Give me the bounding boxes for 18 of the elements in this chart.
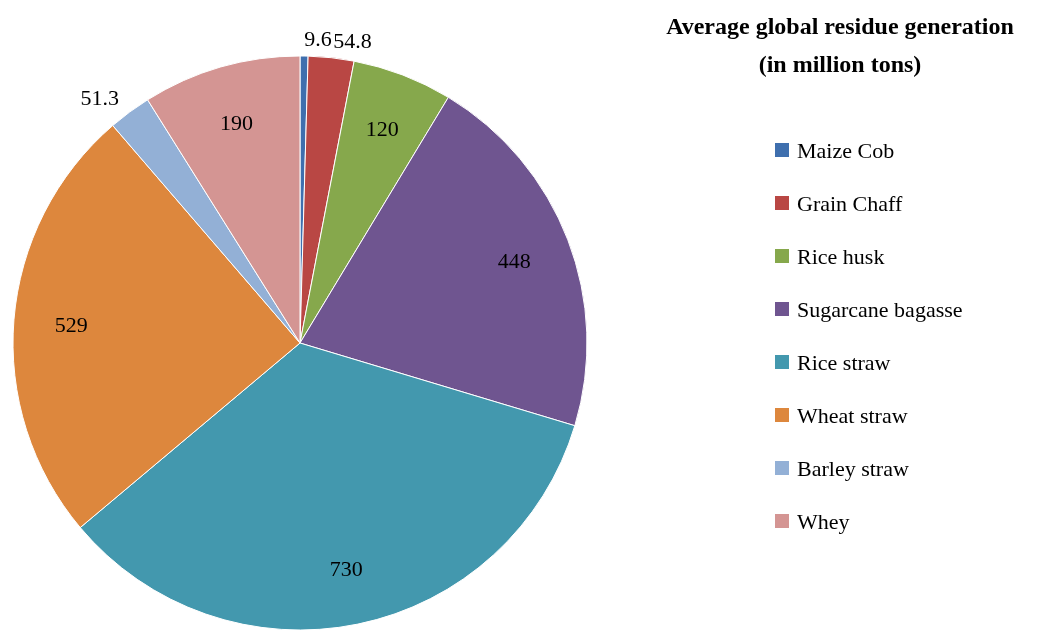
legend-label: Wheat straw bbox=[797, 402, 908, 428]
data-label: 54.8 bbox=[333, 27, 372, 53]
chart-title: Average global residue generation bbox=[666, 13, 1014, 39]
data-label: 529 bbox=[54, 312, 88, 338]
data-label: 9.6 bbox=[304, 25, 332, 51]
data-label: 448 bbox=[497, 248, 531, 274]
legend-label: Sugarcane bagasse bbox=[797, 296, 963, 322]
data-label: 120 bbox=[365, 116, 399, 142]
data-label: 190 bbox=[220, 110, 254, 136]
legend-label: Rice husk bbox=[797, 243, 885, 269]
legend-label: Grain Chaff bbox=[797, 190, 903, 216]
data-label: 51.3 bbox=[80, 85, 119, 111]
legend-label: Rice straw bbox=[797, 349, 891, 375]
data-label: 730 bbox=[329, 555, 363, 581]
legend-label: Maize Cob bbox=[797, 137, 895, 163]
legend-label: Barley straw bbox=[797, 455, 909, 481]
text: (in million tons) bbox=[758, 51, 922, 77]
legend-label: Whey bbox=[797, 508, 850, 534]
